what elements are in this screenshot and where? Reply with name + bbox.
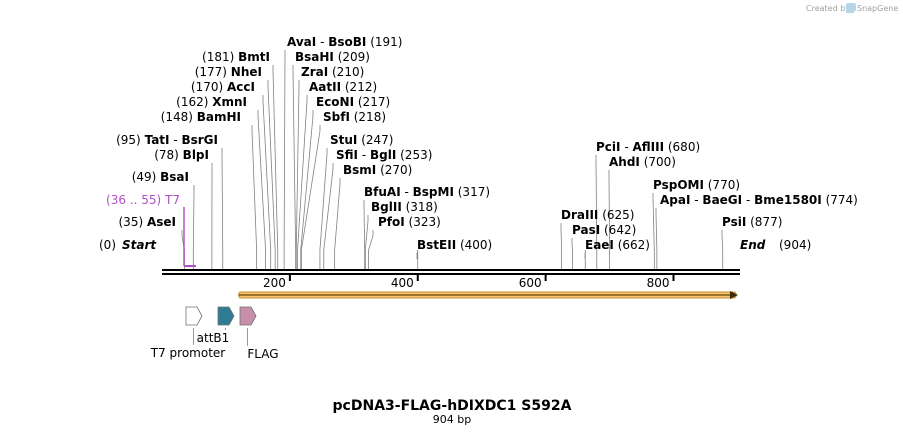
enzyme-label-xmni: (162) XmnI [176, 95, 247, 109]
cut-line-sfii [323, 163, 334, 269]
cut-line-psii [721, 230, 724, 269]
enzyme-label-t7: (36 .. 55) T7 [106, 193, 180, 207]
enzyme-label-aatii: AatII (212) [309, 80, 377, 94]
enzyme-label-pspomi: PspOMI (770) [653, 178, 740, 192]
enzyme-label-bmti: (181) BmtI [202, 50, 270, 64]
credit-text: Created by [806, 4, 850, 13]
cut-line-apai [655, 208, 658, 269]
cut-line-sbfi [300, 125, 321, 269]
cut-line-bamhi [251, 125, 258, 269]
enzyme-label-acci: (170) AccI [191, 80, 255, 94]
enzyme-label-asei: (35) AseI [119, 215, 177, 229]
enzyme-label-bglii: BglII (318) [371, 200, 438, 214]
cut-line-bsahi [292, 65, 297, 269]
enzyme-label-eaei: EaeI (662) [585, 238, 650, 252]
cut-line-draiii [560, 223, 563, 269]
cut-line-pspomi [652, 193, 655, 269]
map-title: pcDNA3-FLAG-hDIXDC1 S592A [333, 398, 572, 414]
cut-line-bmti [272, 65, 279, 269]
backbone-bottom-strand [162, 273, 740, 275]
cut-line-nhei [267, 80, 276, 269]
enzyme-label-nhei: (177) NheI [195, 65, 262, 79]
tick-label-400: 400 [391, 276, 414, 290]
enzyme-label-bamhi: (148) BamHI [161, 110, 241, 124]
tick-marks: 200 400 600 800 [263, 275, 675, 290]
enzyme-label-apai: ApaI - BaeGI - Bme1580I (774) [660, 193, 858, 207]
feature-t7-promoter [185, 306, 203, 326]
enzyme-label-ahdi: AhdI (700) [609, 155, 676, 169]
backbone-top-strand [162, 269, 740, 271]
tick-label-600: 600 [519, 276, 542, 290]
cut-line-bglii [364, 215, 369, 269]
cut-line-pcii [595, 155, 598, 269]
cut-line-tati [221, 148, 224, 269]
cut-line-bsmi [334, 178, 341, 269]
cut-line-aatii [297, 95, 308, 269]
cut-line-econi [300, 110, 314, 269]
cut-site-lines [181, 50, 724, 269]
enzyme-label-avai: AvaI - BsoBI (191) [287, 35, 402, 49]
enzyme-label-bsahi: BsaHI (209) [295, 50, 370, 64]
enzyme-label-draiii: DraIII (625) [561, 208, 634, 222]
cut-line-bsai [192, 185, 195, 269]
feature-flag [239, 306, 257, 326]
enzyme-label-bsai: (49) BsaI [132, 170, 189, 184]
cut-line-zrai [295, 80, 300, 269]
enzyme-label-bfuai: BfuAI - BspMI (317) [364, 185, 490, 199]
cut-line-ahdi [608, 170, 610, 269]
tick-label-200: 200 [263, 276, 286, 290]
cut-line-acci [262, 95, 272, 269]
enzyme-label-sbfi: SbfI (218) [323, 110, 386, 124]
enzyme-label-pfoi: PfoI (323) [378, 215, 441, 229]
feature-attb1 [217, 306, 235, 326]
cut-line-xmni [257, 110, 266, 269]
snapgene-logo-icon [846, 3, 856, 13]
enzyme-label-blpi: (78) BlpI [154, 148, 209, 162]
cut-line-bfuai [363, 200, 366, 269]
enzyme-label-sfii: SfiI - BglI (253) [336, 148, 432, 162]
cut-line-pfoi [368, 230, 374, 269]
credit-brand: SnapGene [857, 4, 898, 13]
tick-label-800: 800 [647, 276, 670, 290]
feature-label-attb1: attB1 [197, 331, 230, 345]
orf-arrow [238, 291, 738, 299]
feature-label-flag: FLAG [247, 347, 278, 361]
end-label: End [740, 238, 766, 252]
cut-line-avai [283, 50, 286, 269]
enzyme-label-stui: StuI (247) [330, 133, 393, 147]
enzyme-label-psii: PsiI (877) [722, 215, 782, 229]
map-subtitle: 904 bp [433, 413, 471, 426]
enzyme-label-econi: EcoNI (217) [316, 95, 390, 109]
start-position: (0) [99, 238, 116, 252]
enzyme-label-bsmi: BsmI (270) [343, 163, 412, 177]
enzyme-labels: (35) AseI (36 .. 55) T7 (49) BsaI (78) BlpI… [106, 35, 858, 252]
enzyme-label-pcii: PciI - AflIII (680) [596, 140, 700, 154]
enzyme-label-bsteii: BstEII (400) [417, 238, 492, 252]
cut-line-stui [319, 148, 328, 269]
start-label: Start [122, 238, 157, 252]
enzyme-label-tati: (95) TatI - BsrGI [116, 133, 218, 147]
cut-line-bsteii [416, 249, 419, 269]
enzyme-label-zrai: ZraI (210) [301, 65, 364, 79]
enzyme-label-pasi: PasI (642) [572, 223, 636, 237]
feature-label-t7-promoter: T7 promoter [150, 346, 226, 360]
end-position: (904) [779, 238, 811, 252]
